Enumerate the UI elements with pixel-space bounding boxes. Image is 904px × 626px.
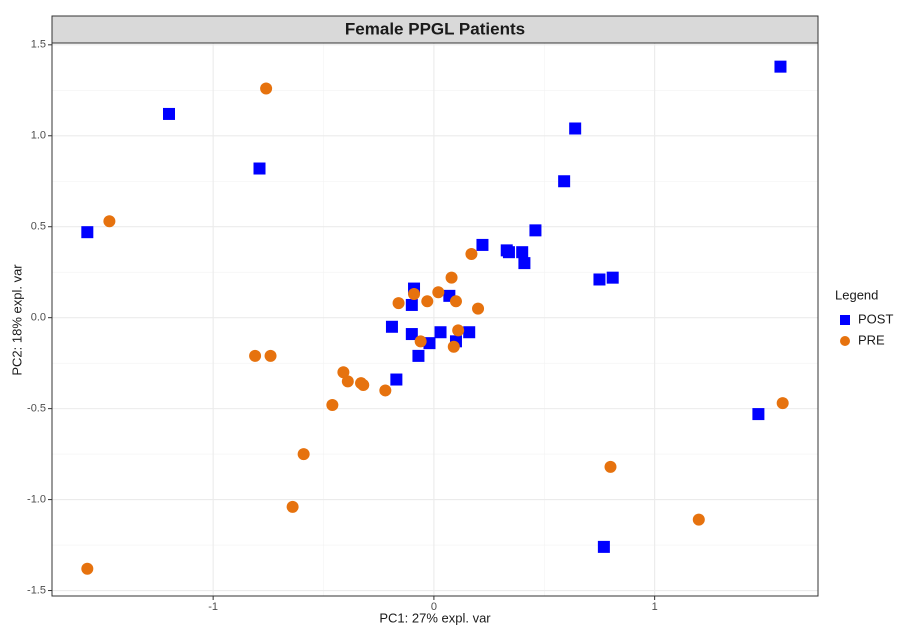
legend-label: PRE: [858, 332, 885, 347]
point: [337, 366, 350, 379]
legend-key: [840, 315, 850, 325]
point: [445, 271, 458, 284]
x-axis-title: PC1: 27% expl. var: [379, 610, 491, 625]
chart-title: Female PPGL Patients: [345, 19, 525, 38]
point: [405, 298, 418, 311]
y-tick-label: 1.5: [31, 39, 46, 51]
point: [558, 175, 571, 188]
point: [774, 60, 787, 73]
point: [249, 349, 262, 362]
point: [463, 326, 476, 339]
point: [286, 500, 299, 513]
point: [472, 302, 485, 315]
point: [392, 297, 405, 310]
x-tick-label: -1: [208, 601, 218, 613]
point: [81, 562, 94, 575]
panel-border: [51, 42, 819, 597]
x-tick-label: 1: [652, 601, 658, 613]
point: [408, 288, 421, 301]
point: [405, 328, 418, 341]
point: [692, 513, 705, 526]
point: [465, 248, 478, 261]
y-axis-title: PC2: 18% expl. var: [9, 264, 24, 376]
point: [529, 224, 542, 237]
plot-panel: [52, 43, 818, 596]
point: [260, 82, 273, 95]
point: [341, 375, 354, 388]
point: [606, 271, 619, 284]
y-tick-label: 0.5: [31, 221, 46, 233]
point: [569, 122, 582, 135]
point: [357, 378, 370, 391]
point: [452, 324, 465, 337]
point: [162, 107, 175, 120]
point: [447, 340, 460, 353]
legend-title: Legend: [835, 287, 878, 302]
point: [597, 540, 610, 553]
legend-key: [840, 336, 850, 346]
point: [502, 246, 515, 259]
point: [434, 326, 447, 339]
point: [432, 286, 445, 299]
y-tick-label: -1.5: [27, 584, 46, 596]
point: [449, 295, 462, 308]
point: [103, 215, 116, 228]
point: [518, 257, 531, 270]
y-tick-label: 1.0: [31, 130, 46, 142]
point: [752, 408, 765, 421]
point: [385, 320, 398, 333]
legend-label: POST: [858, 311, 893, 326]
point: [81, 226, 94, 239]
point: [593, 273, 606, 286]
point: [297, 448, 310, 461]
point: [604, 460, 617, 473]
y-tick-label: -1.0: [27, 493, 46, 505]
point: [390, 373, 403, 386]
point: [264, 349, 277, 362]
point: [414, 335, 427, 348]
point: [776, 397, 789, 410]
point: [421, 295, 434, 308]
point: [476, 238, 489, 251]
point: [379, 384, 392, 397]
point: [412, 349, 425, 362]
point: [326, 398, 339, 411]
point: [253, 162, 266, 175]
title-strip: [51, 15, 819, 44]
x-tick-label: 0: [431, 601, 437, 613]
y-tick-label: 0.0: [31, 312, 46, 324]
y-tick-label: -0.5: [27, 403, 46, 415]
point: [516, 246, 529, 259]
